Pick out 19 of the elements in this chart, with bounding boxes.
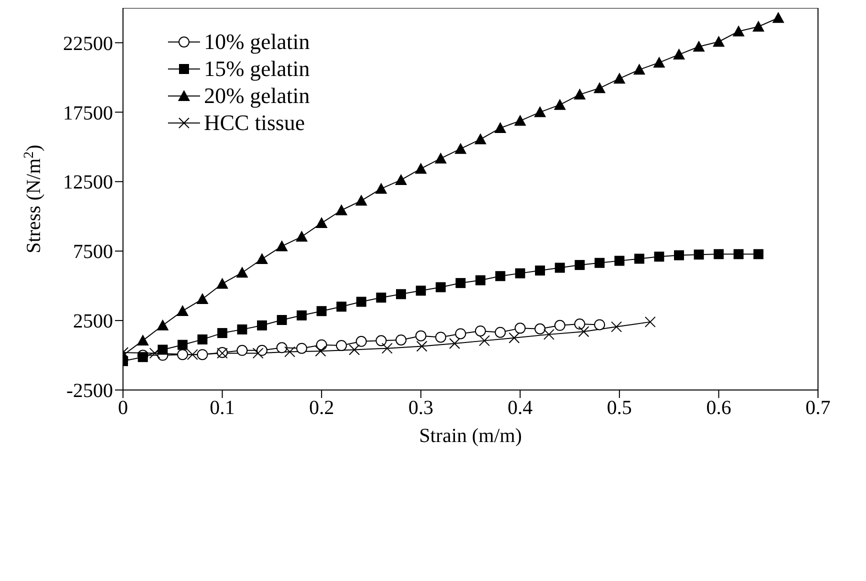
y-tick-label: 2500 bbox=[73, 310, 113, 333]
x-tick-label: 0.7 bbox=[806, 397, 830, 420]
y-tick-label: 17500 bbox=[63, 102, 113, 124]
x-tick-label: 0.6 bbox=[706, 397, 732, 420]
x-tick-label: 0.4 bbox=[508, 397, 533, 420]
y-tick-label: 7500 bbox=[73, 241, 113, 264]
x-tick-label: 0.3 bbox=[408, 397, 434, 420]
legend-label: 10% gelatin bbox=[204, 28, 310, 55]
legend-label: 15% gelatin bbox=[204, 55, 310, 82]
x-axis-title: Strain (m/m) bbox=[419, 425, 522, 447]
legend-label: HCC tissue bbox=[204, 109, 305, 136]
x-tick-label: 0.5 bbox=[606, 397, 632, 420]
y-tick-label: 22500 bbox=[63, 32, 113, 55]
x-tick-label: 0.1 bbox=[210, 397, 235, 420]
legend-label: 20% gelatin bbox=[204, 82, 310, 109]
y-tick-label: -2500 bbox=[66, 380, 113, 402]
x-tick-label: 0.2 bbox=[309, 397, 334, 420]
x-tick-label: 0 bbox=[118, 397, 128, 420]
y-tick-label: 12500 bbox=[63, 172, 113, 194]
